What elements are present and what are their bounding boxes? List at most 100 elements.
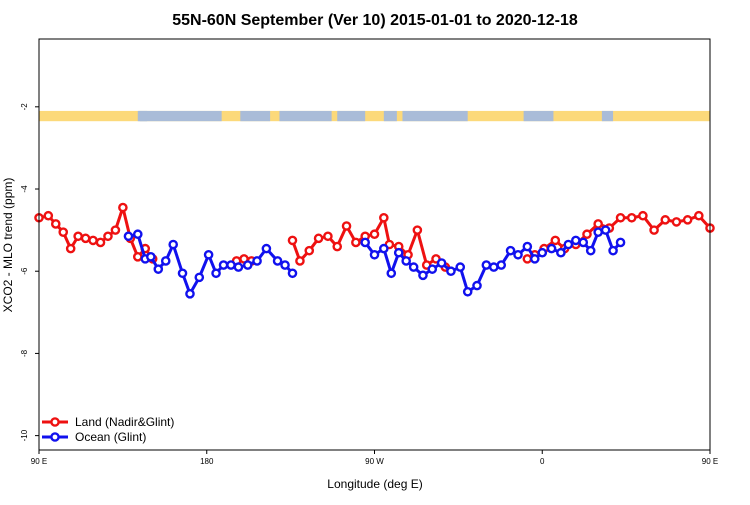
data-point (360, 237, 370, 248)
x-tick-label: 180 (200, 457, 214, 466)
data-point (323, 231, 333, 242)
data-point (295, 256, 305, 266)
data-point (280, 260, 290, 270)
data-point (638, 210, 648, 221)
data-point (369, 249, 380, 260)
data-point (146, 252, 156, 262)
x-axis: 90 E 180 90 W 0 90 E (31, 450, 718, 466)
data-point (585, 245, 596, 256)
data-point (427, 264, 438, 274)
data-point (379, 243, 389, 254)
data-point (287, 235, 298, 246)
data-point (261, 243, 272, 254)
data-point (386, 268, 397, 279)
data-point (58, 227, 69, 237)
series-ocean (123, 225, 626, 299)
data-point (446, 266, 456, 277)
band-ocean-segment (601, 110, 614, 122)
y-tick-label: -6 (20, 267, 29, 275)
data-point (185, 289, 195, 299)
data-point (537, 247, 548, 258)
x-tick-label: 0 (540, 457, 545, 466)
data-point (304, 245, 315, 256)
data-point (132, 229, 143, 240)
band-ocean-segment (337, 110, 366, 122)
data-point (43, 210, 54, 221)
data-point (436, 258, 447, 268)
data-point (332, 241, 343, 252)
data-point (615, 237, 626, 248)
data-point (671, 217, 682, 227)
data-point (313, 233, 324, 244)
y-tick-label: -8 (20, 349, 29, 357)
data-point (272, 256, 283, 266)
data-point (626, 212, 637, 223)
y-axis-label: XCO2 - MLO trend (ppm) (1, 178, 15, 313)
x-tick-label: 90 E (702, 457, 718, 466)
data-point (615, 212, 626, 223)
data-point (369, 229, 380, 240)
data-point (496, 260, 507, 270)
band-ocean-segment (383, 110, 397, 122)
data-point (218, 260, 229, 270)
data-point (287, 268, 298, 279)
data-point (110, 225, 121, 235)
plot-frame (38, 38, 711, 451)
data-point (401, 256, 411, 266)
data-point (351, 237, 361, 248)
data-point (582, 229, 592, 240)
x-axis-label: Longitude (deg E) (327, 477, 422, 491)
data-point (118, 202, 128, 213)
data-point (546, 243, 557, 254)
data-point (481, 260, 492, 270)
data-point (211, 268, 221, 279)
data-point (522, 241, 533, 252)
data-point (660, 215, 671, 225)
band-ocean-segment (240, 110, 271, 122)
data-point (556, 247, 566, 258)
data-point (123, 231, 134, 242)
legend-marker-ocean (50, 432, 60, 442)
data-point (88, 235, 98, 246)
data-point (73, 231, 83, 242)
data-point (455, 262, 466, 272)
data-point (649, 225, 659, 235)
data-point (418, 270, 428, 281)
legend: Land (Nadir&Glint) Ocean (Glint) (42, 415, 174, 444)
y-tick-label: -2 (20, 103, 29, 111)
data-point (132, 252, 143, 262)
data-point (95, 237, 106, 248)
data-point (571, 235, 581, 246)
data-point (412, 225, 423, 235)
data-point (168, 239, 178, 250)
series-layer (34, 202, 715, 299)
data-point (203, 249, 214, 260)
data-point (550, 235, 561, 246)
y-axis: -2 -4 -6 -8 -10 (20, 103, 39, 441)
legend-label-ocean: Ocean (Glint) (75, 430, 146, 444)
data-point (462, 286, 473, 297)
data-point (593, 219, 603, 229)
x-tick-label: 90 W (365, 457, 384, 466)
data-point (578, 237, 589, 248)
data-point (563, 239, 574, 250)
band-ocean-segment (279, 110, 332, 122)
series-line (550, 228, 622, 255)
data-point (65, 243, 76, 254)
data-point (529, 254, 540, 264)
data-point (177, 268, 188, 279)
data-point (233, 262, 244, 272)
series-line (128, 232, 294, 296)
data-point (160, 256, 171, 266)
x-tick-label: 90 E (31, 457, 47, 466)
data-point (80, 233, 91, 244)
data-point (226, 260, 236, 270)
data-point (379, 212, 389, 223)
data-point (393, 247, 404, 258)
data-point (682, 215, 693, 225)
legend-marker-land (50, 417, 60, 427)
data-point (408, 262, 419, 272)
data-point (194, 272, 205, 283)
